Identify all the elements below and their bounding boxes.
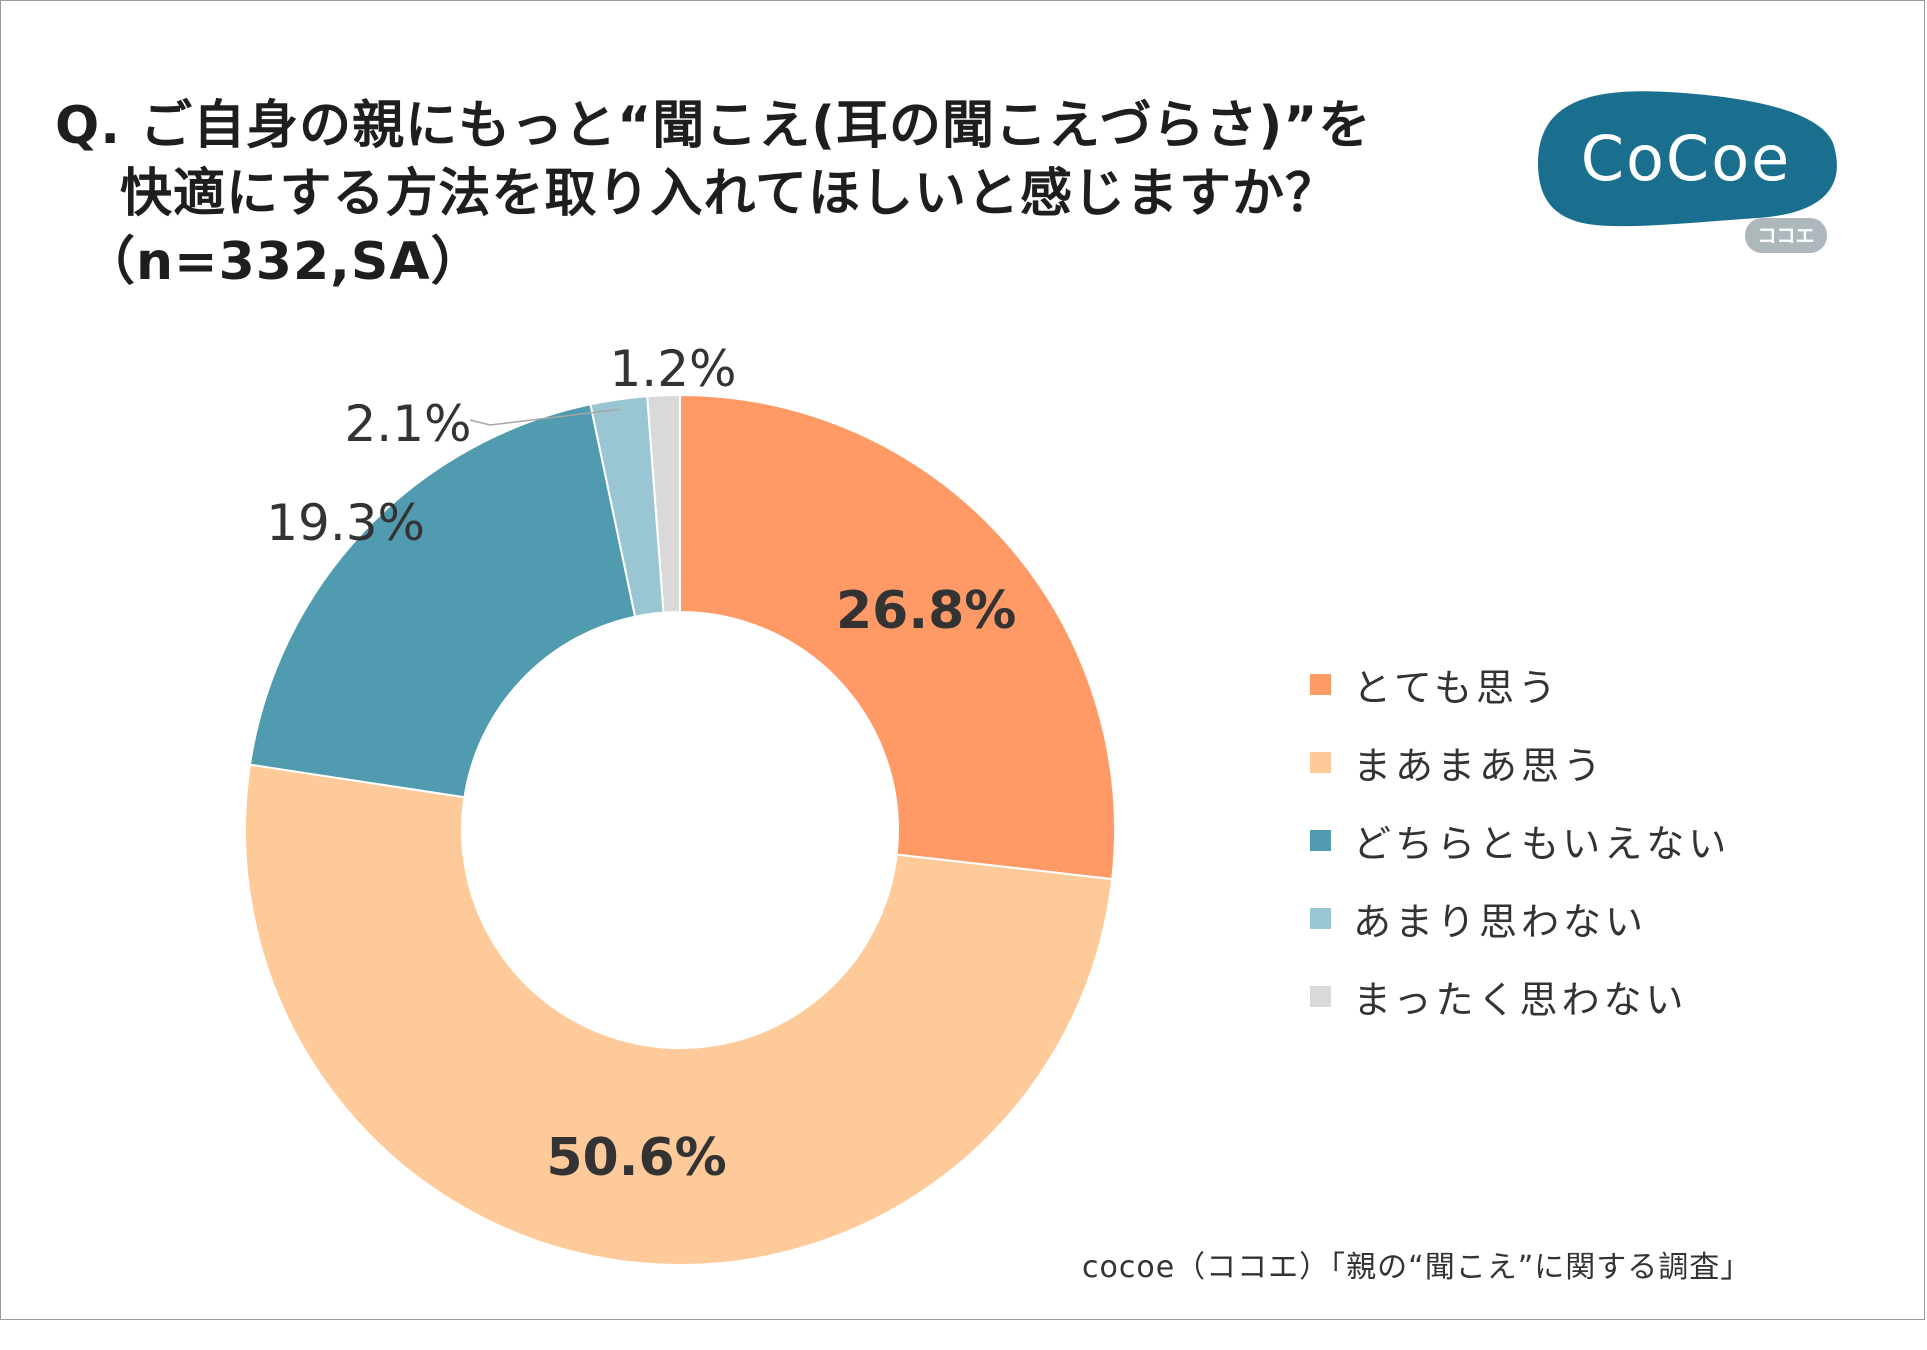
legend-label: あまり思わない bbox=[1353, 899, 1648, 944]
legend-label: とても思う bbox=[1353, 665, 1560, 710]
legend-swatch bbox=[1310, 985, 1331, 1007]
logo-sub-badge bbox=[1745, 218, 1827, 253]
legend-item-4: あまり思わない bbox=[1310, 879, 1730, 957]
legend-swatch bbox=[1310, 829, 1331, 851]
logo-sub-text: ココエ bbox=[1757, 225, 1814, 247]
legend-label: まったく思わない bbox=[1353, 977, 1688, 1022]
source-note: cocoe（ココエ）「親の“聞こえ”に関する調査」 bbox=[1082, 1250, 1752, 1285]
title-line-1: Q. ご自身の親にもっと“聞こえ(耳の聞こえづらさ)”を bbox=[55, 96, 1372, 156]
data-label-3: 19.3% bbox=[266, 494, 425, 552]
slice-3 bbox=[248, 403, 637, 799]
logo-badge bbox=[1538, 91, 1837, 227]
chart-legend: とても思うまあまあ思うどちらともいえない あまり思わない まったく思わない bbox=[1310, 645, 1730, 1035]
data-label-5: 1.2% bbox=[609, 340, 736, 398]
legend-item-5: まったく思わない bbox=[1310, 957, 1730, 1035]
slice-1 bbox=[679, 393, 1116, 881]
data-label-1: 26.8% bbox=[836, 581, 1016, 641]
data-label-4: 2.1% bbox=[344, 395, 471, 453]
legend-item-2: まあまあ思う bbox=[1310, 723, 1730, 801]
chart-title: Q. ご自身の親にもっと“聞こえ(耳の聞こえづらさ)”を 快適にする方法を取り入… bbox=[55, 92, 1455, 296]
title-line-2: 快適にする方法を取り入れてほしいと感じますか？ bbox=[120, 164, 1338, 224]
legend-item-1: とても思う bbox=[1310, 645, 1730, 723]
legend-label: まあまあ思う bbox=[1353, 743, 1606, 788]
legend-swatch bbox=[1310, 751, 1331, 773]
legend-swatch bbox=[1310, 673, 1331, 695]
legend-label: どちらともいえない bbox=[1353, 821, 1731, 866]
cocoe-logo: CoCoe ココエ bbox=[1528, 88, 1843, 263]
slice-5 bbox=[646, 393, 681, 614]
legend-item-3: どちらともいえない bbox=[1310, 801, 1730, 879]
legend-swatch bbox=[1310, 907, 1331, 929]
leader-line-2-1 bbox=[469, 408, 621, 426]
logo-wordmark: CoCoe bbox=[1581, 122, 1792, 195]
data-label-2: 50.6% bbox=[546, 1128, 726, 1188]
title-line-3: （n=332,SA） bbox=[83, 232, 484, 292]
slice-2 bbox=[244, 763, 1114, 1266]
